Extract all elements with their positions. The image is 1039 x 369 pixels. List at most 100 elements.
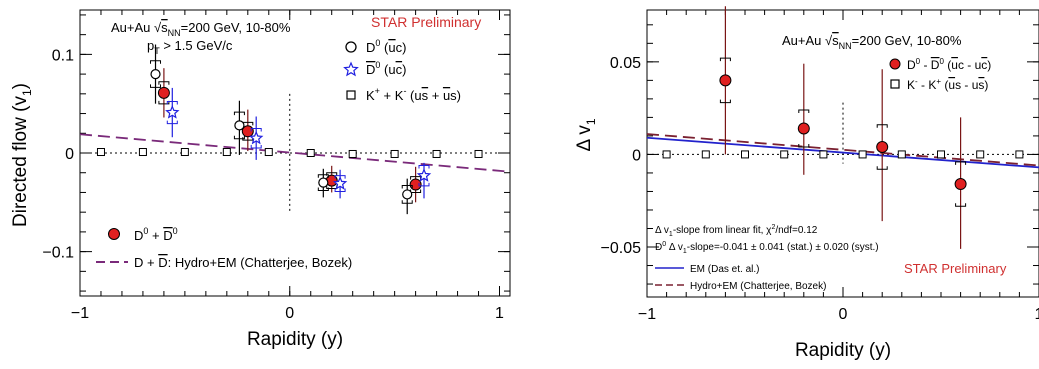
model-line: [646, 133, 1039, 167]
open-square-marker: [390, 149, 399, 158]
data-point: [662, 150, 671, 159]
x-tick-label: 1: [495, 305, 504, 322]
syst-bracket-bottom: [876, 166, 888, 170]
syst-bracket-top: [876, 124, 888, 128]
open-square-marker: [819, 150, 828, 159]
left-y-axis-label: Directed flow (v1): [10, 83, 34, 227]
y-tick-label: 0: [65, 146, 74, 163]
data-point: [317, 168, 329, 198]
syst-bracket-bottom: [719, 99, 731, 104]
syst-bracket-bottom: [233, 135, 245, 140]
data-point: [432, 149, 441, 158]
syst-bracket-bottom: [317, 187, 329, 191]
syst-bracket-top: [719, 57, 731, 62]
x-tick-label: 1: [1035, 306, 1039, 323]
syst-bracket-top: [401, 185, 413, 189]
fit-line-1: Δ v1-slope from linear fit, χ2/ndf=0.12: [655, 224, 818, 238]
syst-bracket-bottom: [158, 100, 170, 105]
open-star-marker: [249, 130, 264, 145]
syst-bracket-bottom: [150, 84, 162, 88]
open-square-marker: [306, 149, 315, 157]
syst-bracket-top: [955, 161, 967, 165]
data-point: [306, 149, 315, 157]
left-chart: −1 0 1 −0.1 0 0.1 Directed flow (v1) Rapidity…: [10, 9, 511, 350]
data-point: [876, 69, 889, 222]
syst-bracket-top: [233, 111, 245, 116]
open-square-marker: [780, 150, 789, 159]
legend-filled-circle-icon: [889, 58, 901, 70]
data-point: [150, 44, 162, 104]
filled-circle-marker: [954, 178, 967, 191]
data-point: [741, 150, 749, 159]
data-point: [241, 109, 254, 152]
open-star-marker: [332, 176, 348, 190]
syst-bracket-bottom: [798, 144, 810, 148]
open-square-marker: [222, 148, 231, 157]
data-point: [180, 148, 189, 157]
syst-bracket-bottom: [955, 203, 967, 207]
legend-diff-k-label: K- - K+ (us - us): [907, 77, 988, 92]
syst-bracket-top: [334, 175, 346, 179]
data-point: [401, 178, 413, 215]
data-point: [1015, 150, 1024, 159]
data-point: [390, 149, 399, 158]
syst-bracket-top: [158, 81, 170, 85]
y-tick-label: 0.1: [52, 47, 74, 64]
filled-circle-marker: [797, 122, 810, 135]
open-square-marker: [474, 149, 483, 158]
data-point: [96, 148, 105, 157]
syst-bracket-top: [166, 100, 178, 105]
y-tick-label: −0.1: [42, 245, 74, 262]
syst-bracket-bottom: [401, 200, 413, 204]
x-tick-label: 0: [839, 306, 848, 323]
y-tick-label: 0.05: [610, 55, 641, 72]
data-point: [976, 150, 985, 159]
syst-bracket-top: [150, 60, 162, 64]
filled-circle-marker: [719, 74, 732, 87]
data-point: [249, 116, 264, 160]
open-circle-marker: [318, 177, 329, 188]
filled-circle-marker: [241, 125, 254, 138]
data-point: [138, 148, 147, 157]
legend-open-circle-icon: [345, 41, 357, 53]
x-tick-label: −1: [638, 306, 656, 323]
data-point: [897, 150, 906, 159]
open-square-marker: [432, 149, 441, 158]
legend-d0-sum-label: D0 + D0: [134, 226, 178, 243]
open-square-marker: [180, 148, 189, 157]
left-data-points: [96, 44, 483, 215]
syst-bracket-top: [317, 174, 329, 178]
data-point: [719, 6, 732, 155]
left-legend-top: D0 (uc) D0 (uc) K+ + K- (us + us): [343, 38, 461, 103]
legend-hydro-label: Hydro+EM (Chatterjee, Bozek): [690, 281, 826, 292]
open-circle-marker: [402, 189, 413, 200]
data-point: [233, 100, 245, 155]
syst-bracket-bottom: [418, 182, 430, 187]
y-tick-label: 0: [632, 147, 641, 164]
data-point: [858, 150, 867, 159]
legend-d0-label: D0 (uc): [366, 38, 406, 55]
open-square-marker: [741, 150, 749, 159]
data-point: [264, 148, 273, 157]
open-square-marker: [138, 148, 147, 157]
right-y-axis-label: Δ v1: [574, 118, 598, 151]
legend-d0bar-label: D0 (uc): [366, 60, 406, 77]
open-square-marker: [976, 150, 985, 159]
left-x-axis-label: Rapidity (y): [247, 329, 343, 350]
x-tick-label: −1: [71, 305, 89, 322]
left-axis-ticks: −1 0 1 −0.1 0 0.1: [42, 10, 510, 322]
open-square-marker: [937, 150, 945, 159]
data-point: [937, 150, 945, 159]
open-square-marker: [858, 150, 867, 159]
right-star-preliminary: STAR Preliminary: [904, 261, 1007, 276]
data-point: [819, 150, 828, 159]
legend-open-star-icon: [343, 61, 359, 77]
syst-bracket-bottom: [166, 120, 178, 125]
filled-circle-marker: [157, 86, 170, 99]
data-point: [780, 150, 789, 159]
legend-filled-circle-icon: [108, 228, 120, 240]
open-square-marker: [96, 148, 105, 157]
open-square-marker: [897, 150, 906, 159]
legend-model-label: D + D: Hydro+EM (Chatterjee, Bozek): [134, 255, 352, 270]
